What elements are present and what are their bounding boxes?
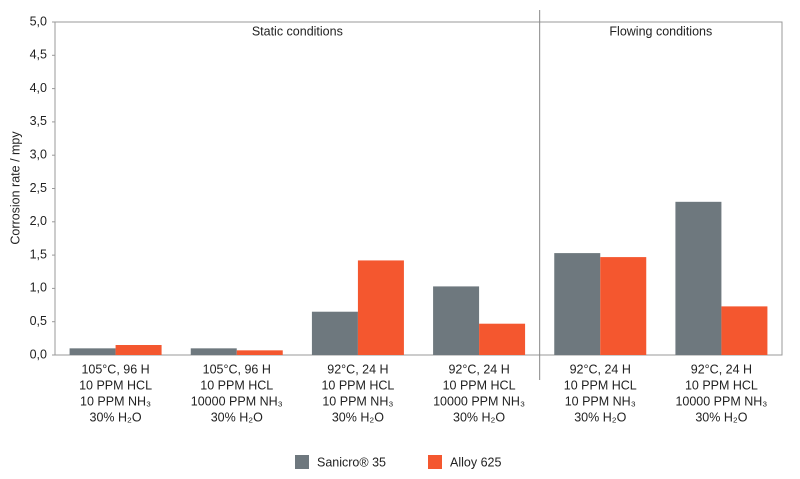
x-tick-label: 30% H₂O bbox=[90, 410, 142, 424]
x-tick-label: 10 PPM HCL bbox=[321, 378, 394, 392]
x-tick-label: 92°C, 24 H bbox=[327, 362, 388, 376]
x-tick-label: 10 PPM NH₃ bbox=[322, 394, 393, 408]
legend-swatch bbox=[428, 455, 442, 469]
x-tick-label: 30% H₂O bbox=[211, 410, 263, 424]
bar bbox=[69, 348, 116, 355]
bar bbox=[433, 286, 480, 355]
x-tick-label: 92°C, 24 H bbox=[570, 362, 631, 376]
legend-swatch bbox=[295, 455, 309, 469]
y-tick-label: 2,5 bbox=[30, 181, 47, 195]
x-tick-label: 30% H₂O bbox=[695, 410, 747, 424]
bar bbox=[721, 306, 768, 355]
bar bbox=[479, 323, 526, 355]
y-tick-label: 1,5 bbox=[30, 247, 47, 261]
bar bbox=[554, 253, 601, 355]
bar bbox=[115, 345, 162, 355]
bar bbox=[357, 260, 404, 355]
x-tick-label: 92°C, 24 H bbox=[691, 362, 752, 376]
x-tick-label: 30% H₂O bbox=[453, 410, 505, 424]
y-tick-label: 2,0 bbox=[30, 214, 47, 228]
bar bbox=[236, 350, 283, 355]
x-tick-label: 10000 PPM NH₃ bbox=[433, 394, 525, 408]
x-tick-label: 10 PPM HCL bbox=[443, 378, 516, 392]
x-tick-label: 10 PPM NH₃ bbox=[565, 394, 636, 408]
y-tick-label: 4,0 bbox=[30, 81, 47, 95]
section-label: Flowing conditions bbox=[609, 24, 712, 38]
y-tick-label: 5,0 bbox=[30, 14, 47, 28]
x-tick-label: 10000 PPM NH₃ bbox=[191, 394, 283, 408]
plot-frame bbox=[54, 21, 783, 356]
y-tick-label: 0,0 bbox=[30, 347, 47, 361]
y-tick-label: 3,5 bbox=[30, 114, 47, 128]
bar bbox=[190, 348, 237, 355]
x-tick-label: 10 PPM HCL bbox=[79, 378, 152, 392]
x-tick-label: 30% H₂O bbox=[332, 410, 384, 424]
bar bbox=[600, 257, 647, 355]
x-tick-label: 10 PPM HCL bbox=[685, 378, 758, 392]
bar bbox=[675, 201, 722, 355]
legend-label: Sanicro® 35 bbox=[317, 455, 386, 469]
x-tick-label: 10 PPM NH₃ bbox=[80, 394, 151, 408]
x-tick-label: 30% H₂O bbox=[574, 410, 626, 424]
x-tick-label: 105°C, 96 H bbox=[203, 362, 271, 376]
legend-label: Alloy 625 bbox=[450, 455, 501, 469]
x-tick-label: 10 PPM HCL bbox=[200, 378, 273, 392]
x-tick-label: 92°C, 24 H bbox=[448, 362, 509, 376]
y-tick-label: 4,5 bbox=[30, 48, 47, 62]
x-tick-label: 10 PPM HCL bbox=[564, 378, 637, 392]
y-tick-label: 1,0 bbox=[30, 281, 47, 295]
y-tick-label: 0,5 bbox=[30, 314, 47, 328]
x-tick-label: 10000 PPM NH₃ bbox=[675, 394, 767, 408]
y-tick-label: 3,0 bbox=[30, 147, 47, 161]
section-label: Static conditions bbox=[252, 24, 343, 38]
y-axis-label: Corrosion rate / mpy bbox=[8, 131, 22, 245]
x-tick-label: 105°C, 96 H bbox=[81, 362, 149, 376]
bar bbox=[311, 311, 358, 355]
